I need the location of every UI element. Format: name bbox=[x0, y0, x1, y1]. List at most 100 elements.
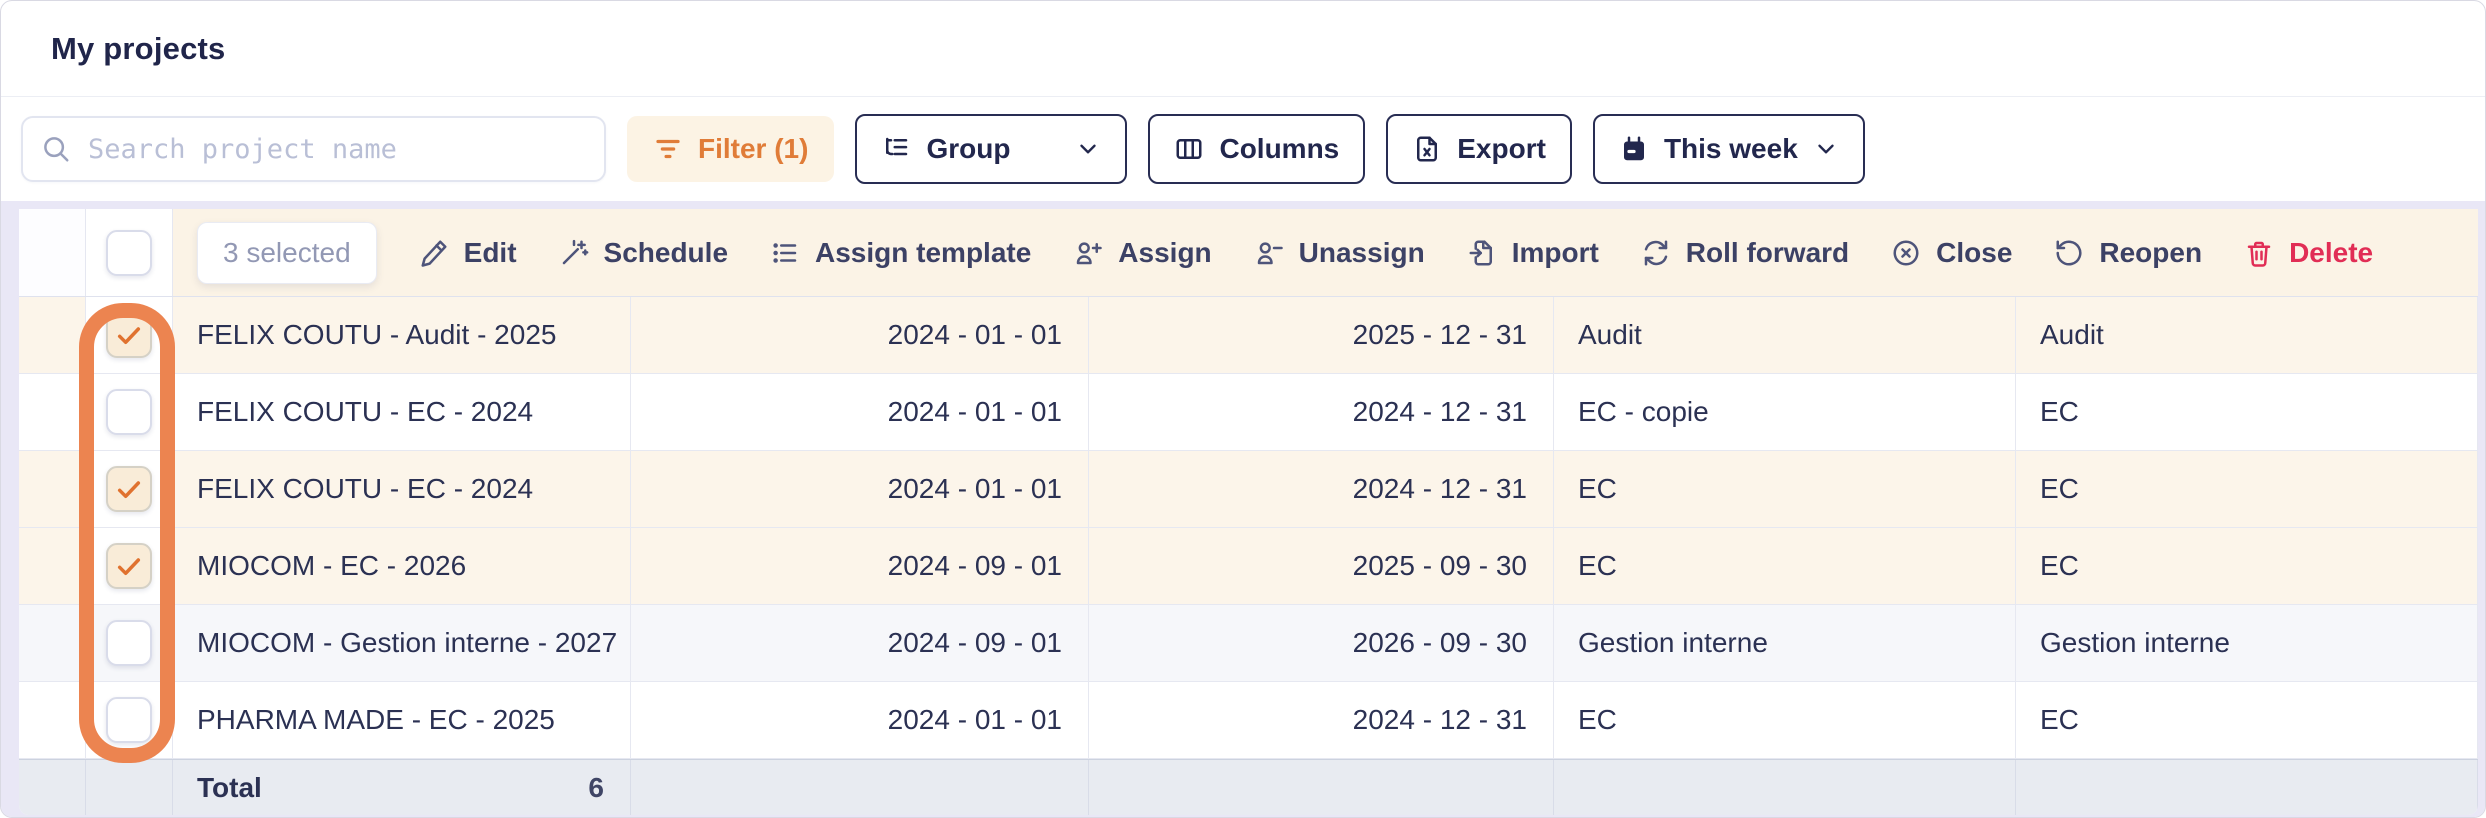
reopen-button[interactable]: Reopen bbox=[2054, 237, 2202, 269]
selected-count-badge: 3 selected bbox=[197, 221, 377, 284]
row-checkbox[interactable] bbox=[106, 543, 152, 589]
row-checkbox-cell bbox=[86, 605, 173, 681]
total-label: Total bbox=[197, 771, 262, 803]
delete-button[interactable]: Delete bbox=[2244, 237, 2373, 269]
end-date-cell: 2025 - 12 - 31 bbox=[1089, 297, 1554, 373]
cycle-icon bbox=[1641, 238, 1671, 268]
close-button[interactable]: Close bbox=[1891, 237, 2012, 269]
table-area: 3 selected Edit Schedule Assign template bbox=[1, 201, 2485, 817]
select-all-cell bbox=[86, 209, 173, 296]
row-checkbox-cell bbox=[86, 528, 173, 604]
table-header-row: 3 selected Edit Schedule Assign template bbox=[19, 209, 2478, 297]
start-date-cell: 2024 - 09 - 01 bbox=[631, 528, 1089, 604]
project-name-cell: MIOCOM - Gestion interne - 2027 bbox=[173, 605, 631, 681]
row-handle-cell bbox=[19, 451, 86, 527]
assign-template-button[interactable]: Assign template bbox=[770, 237, 1031, 269]
bulk-actions-toolbar: 3 selected Edit Schedule Assign template bbox=[173, 209, 2478, 296]
row-checkbox[interactable] bbox=[106, 389, 152, 435]
roll-forward-button[interactable]: Roll forward bbox=[1641, 237, 1849, 269]
row-checkbox-cell bbox=[86, 760, 173, 815]
filter-icon bbox=[653, 134, 683, 164]
unassign-button[interactable]: Unassign bbox=[1254, 237, 1425, 269]
table-row[interactable]: MIOCOM - EC - 2026 2024 - 09 - 01 2025 -… bbox=[19, 528, 2478, 605]
empty-cell bbox=[1089, 760, 1554, 815]
search-icon bbox=[41, 134, 71, 164]
columns-button[interactable]: Columns bbox=[1148, 114, 1366, 184]
import-button[interactable]: Import bbox=[1467, 237, 1599, 269]
row-checkbox[interactable] bbox=[106, 697, 152, 743]
total-row: Total 6 bbox=[19, 759, 2478, 815]
row-handle-cell bbox=[19, 760, 86, 815]
period-select-button[interactable]: This week bbox=[1592, 114, 1865, 184]
filter-button[interactable]: Filter (1) bbox=[627, 116, 835, 182]
template-cell: EC bbox=[1554, 451, 2016, 527]
search-box bbox=[21, 116, 606, 182]
group-tree-icon bbox=[881, 134, 911, 164]
template-cell: Audit bbox=[1554, 297, 2016, 373]
project-name-cell: FELIX COUTU - EC - 2024 bbox=[173, 451, 631, 527]
start-date-cell: 2024 - 01 - 01 bbox=[631, 297, 1089, 373]
row-handle-cell bbox=[19, 374, 86, 450]
end-date-cell: 2024 - 12 - 31 bbox=[1089, 682, 1554, 758]
template-cell: EC bbox=[1554, 528, 2016, 604]
row-handle-cell bbox=[19, 528, 86, 604]
period-label: This week bbox=[1663, 133, 1798, 164]
template-cell: Gestion interne bbox=[1554, 605, 2016, 681]
template-cell: EC bbox=[1554, 682, 2016, 758]
row-handle-column-header bbox=[19, 209, 86, 296]
chevron-down-icon bbox=[1813, 136, 1839, 162]
table-row[interactable]: PHARMA MADE - EC - 2025 2024 - 01 - 01 2… bbox=[19, 682, 2478, 759]
table-row[interactable]: FELIX COUTU - EC - 2024 2024 - 01 - 01 2… bbox=[19, 451, 2478, 528]
row-checkbox-cell bbox=[86, 451, 173, 527]
export-button[interactable]: Export bbox=[1386, 114, 1572, 184]
wand-icon bbox=[559, 238, 589, 268]
x-circle-icon bbox=[1891, 238, 1921, 268]
row-checkbox-cell bbox=[86, 682, 173, 758]
row-checkbox[interactable] bbox=[106, 620, 152, 666]
pencil-icon bbox=[419, 238, 449, 268]
trash-icon bbox=[2244, 238, 2274, 268]
search-input[interactable] bbox=[86, 132, 586, 166]
empty-cell bbox=[631, 760, 1089, 815]
controls-row: Filter (1) Group Columns Export bbox=[1, 97, 2485, 201]
type-cell: EC bbox=[2016, 451, 2478, 527]
person-minus-icon bbox=[1254, 238, 1284, 268]
assign-button[interactable]: Assign bbox=[1073, 237, 1212, 269]
end-date-cell: 2026 - 09 - 30 bbox=[1089, 605, 1554, 681]
row-checkbox[interactable] bbox=[106, 466, 152, 512]
start-date-cell: 2024 - 01 - 01 bbox=[631, 451, 1089, 527]
title-bar: My projects bbox=[1, 1, 2485, 97]
rotate-ccw-icon bbox=[2054, 238, 2084, 268]
export-label: Export bbox=[1457, 133, 1546, 164]
total-cell: Total 6 bbox=[173, 760, 631, 815]
edit-button[interactable]: Edit bbox=[419, 237, 517, 269]
list-icon bbox=[770, 238, 800, 268]
select-all-checkbox[interactable] bbox=[106, 229, 152, 276]
row-checkbox[interactable] bbox=[106, 312, 152, 358]
project-name-cell: MIOCOM - EC - 2026 bbox=[173, 528, 631, 604]
project-name-cell: PHARMA MADE - EC - 2025 bbox=[173, 682, 631, 758]
template-cell: EC - copie bbox=[1554, 374, 2016, 450]
table-row[interactable]: FELIX COUTU - EC - 2024 2024 - 01 - 01 2… bbox=[19, 374, 2478, 451]
empty-cell bbox=[2016, 760, 2478, 815]
table-row[interactable]: MIOCOM - Gestion interne - 2027 2024 - 0… bbox=[19, 605, 2478, 682]
group-button[interactable]: Group bbox=[855, 114, 1128, 184]
end-date-cell: 2024 - 12 - 31 bbox=[1089, 451, 1554, 527]
export-file-icon bbox=[1412, 134, 1442, 164]
start-date-cell: 2024 - 01 - 01 bbox=[631, 374, 1089, 450]
calendar-icon bbox=[1619, 134, 1649, 164]
columns-icon bbox=[1174, 134, 1204, 164]
group-label: Group bbox=[926, 133, 1011, 164]
table-row[interactable]: FELIX COUTU - Audit - 2025 2024 - 01 - 0… bbox=[19, 297, 2478, 374]
start-date-cell: 2024 - 09 - 01 bbox=[631, 605, 1089, 681]
project-name-cell: FELIX COUTU - EC - 2024 bbox=[173, 374, 631, 450]
schedule-button[interactable]: Schedule bbox=[559, 237, 728, 269]
row-handle-cell bbox=[19, 297, 86, 373]
end-date-cell: 2024 - 12 - 31 bbox=[1089, 374, 1554, 450]
row-checkbox-cell bbox=[86, 297, 173, 373]
row-handle-cell bbox=[19, 682, 86, 758]
empty-cell bbox=[1554, 760, 2016, 815]
type-cell: Audit bbox=[2016, 297, 2478, 373]
person-plus-icon bbox=[1073, 238, 1103, 268]
page-title: My projects bbox=[51, 30, 226, 66]
